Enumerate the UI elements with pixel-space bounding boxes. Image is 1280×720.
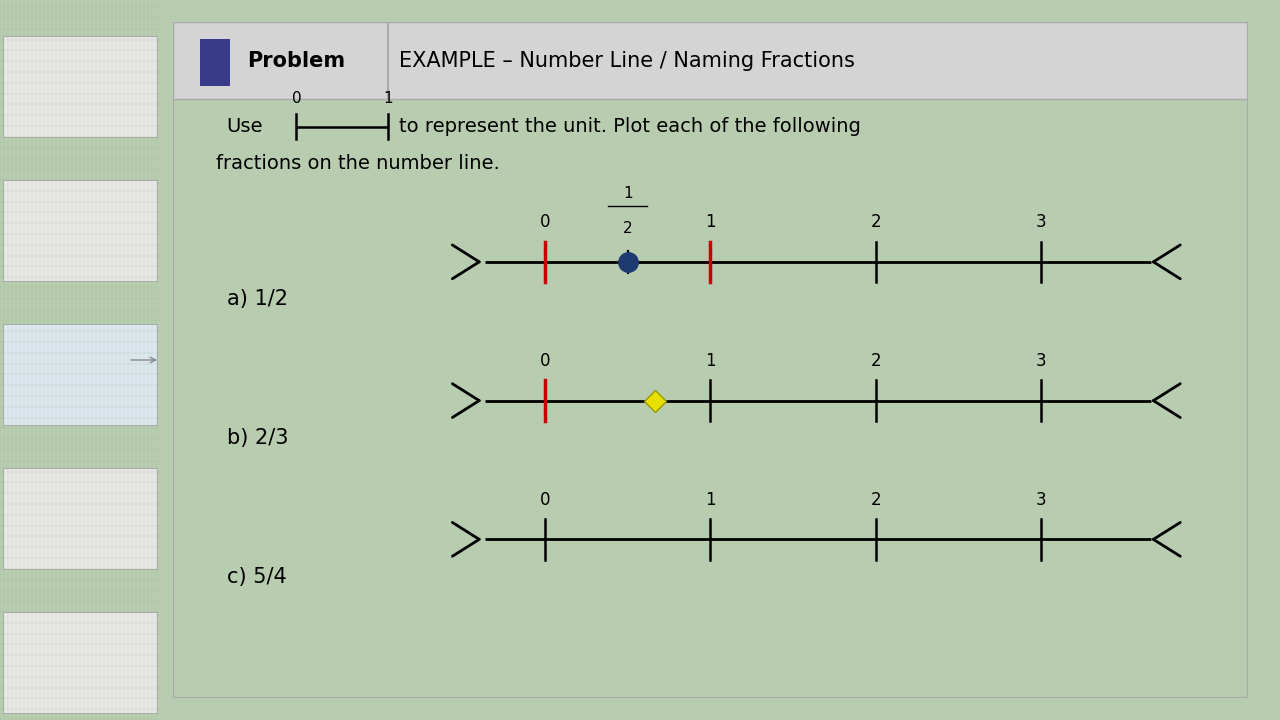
Bar bbox=[4, 612, 156, 713]
Text: 3: 3 bbox=[1036, 352, 1047, 370]
Text: 1: 1 bbox=[383, 91, 393, 107]
Text: b) 2/3: b) 2/3 bbox=[227, 428, 288, 448]
Bar bbox=[4, 180, 156, 281]
Text: 3: 3 bbox=[1036, 491, 1047, 509]
Bar bbox=[200, 38, 230, 86]
Text: EXAMPLE – Number Line / Naming Fractions: EXAMPLE – Number Line / Naming Fractions bbox=[398, 50, 855, 71]
Text: 1: 1 bbox=[705, 491, 716, 509]
Text: fractions on the number line.: fractions on the number line. bbox=[216, 154, 499, 174]
Text: 0: 0 bbox=[540, 213, 550, 231]
Text: 2: 2 bbox=[623, 221, 632, 236]
Text: c) 5/4: c) 5/4 bbox=[227, 567, 287, 587]
Text: a) 1/2: a) 1/2 bbox=[227, 289, 288, 309]
Text: 0: 0 bbox=[292, 91, 301, 107]
Text: 2: 2 bbox=[870, 352, 881, 370]
Text: 2: 2 bbox=[870, 491, 881, 509]
Text: to represent the unit. Plot each of the following: to represent the unit. Plot each of the … bbox=[398, 117, 860, 136]
Bar bbox=[4, 468, 156, 569]
Text: Problem: Problem bbox=[247, 50, 346, 71]
Text: Use: Use bbox=[227, 117, 264, 136]
Text: 1: 1 bbox=[705, 352, 716, 370]
Text: 0: 0 bbox=[540, 352, 550, 370]
Text: 1: 1 bbox=[705, 213, 716, 231]
Bar bbox=[4, 36, 156, 137]
Text: 0: 0 bbox=[540, 491, 550, 509]
Bar bbox=[4, 324, 156, 425]
Text: 1: 1 bbox=[623, 186, 632, 201]
Text: 3: 3 bbox=[1036, 213, 1047, 231]
Text: 2: 2 bbox=[870, 213, 881, 231]
Bar bbox=[173, 22, 1248, 99]
